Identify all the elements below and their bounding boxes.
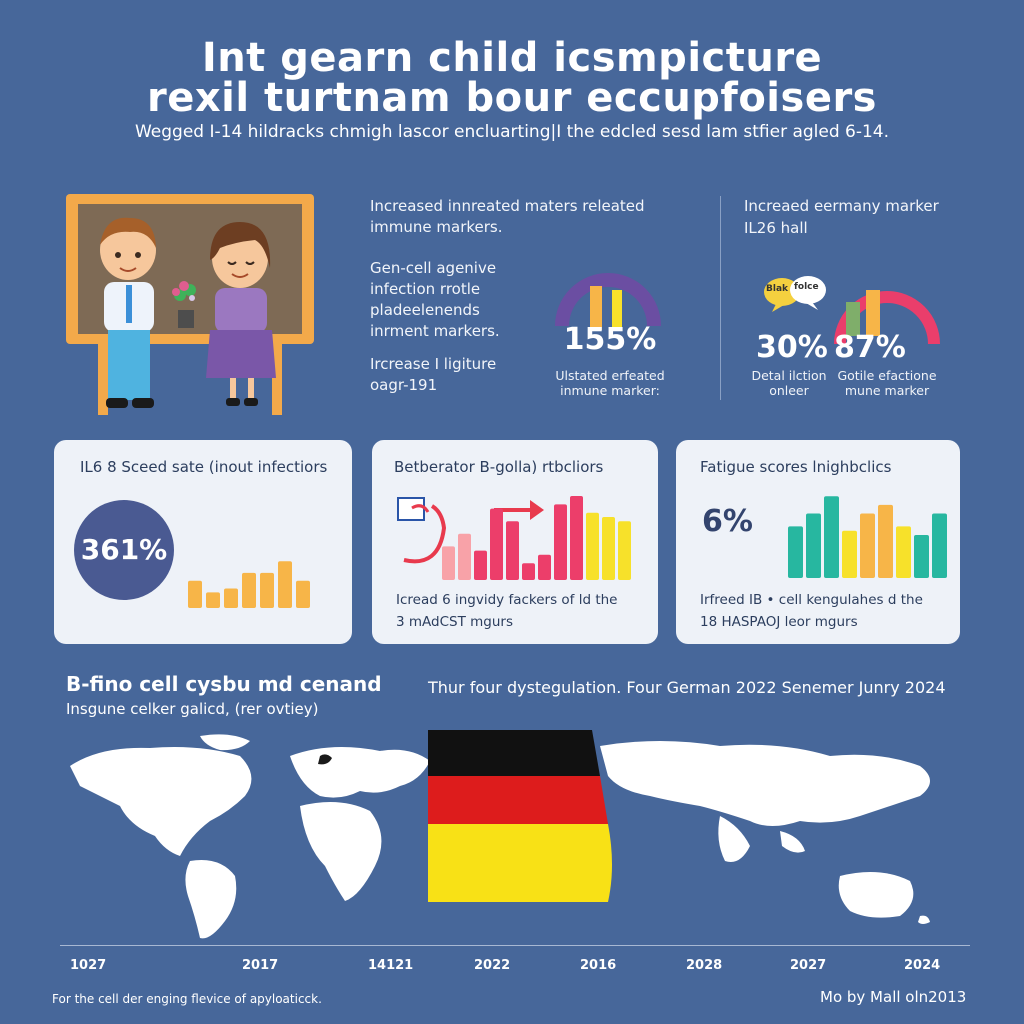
top-right-title: Increaed eermany marker [744,197,939,215]
map-section-subtitle: Insgune celker galicd, (rer ovtiey) [66,700,319,718]
card-fatigue-title: Fatigue scores lnighbclics [700,458,892,476]
caption-87-percent: Gotile efactione mune marker [837,368,937,398]
card-b-cell-bar-chart [442,496,631,580]
bars1-bar-10 [602,517,615,580]
bars2-bar-6 [896,526,911,578]
bars0-bar-2 [224,588,238,608]
bars2-bar-5 [878,504,893,578]
card-b-cell-arrow-icon [397,497,447,564]
card-b-cell-footer-2: 3 mAdCST mgurs [396,614,513,630]
bars1-bar-8 [570,496,583,580]
germany-marker-gauge [832,268,942,358]
bars2-bar-4 [860,513,875,578]
card-b-cell-footer-1: Icread 6 ingvidy fackers of ld the [396,592,618,608]
value-87-percent: 87% [834,330,906,365]
immune-marker-gauge-svg [555,273,661,330]
bars1-bar-6 [538,554,551,580]
bubble-1-text: Blak [766,284,789,294]
speech-bubbles-svg [764,276,826,312]
value-30-percent: 30% [756,330,828,365]
top-middle-para-2: Gen-cell agenive infection rrotle pladee… [370,259,500,340]
bars2-bar-8 [932,513,947,578]
bars1-bar-7 [554,504,567,580]
top-section-divider [720,196,721,400]
axis-label-4: 2022 [474,958,511,973]
bars1-bar-4 [506,521,519,580]
bars2-bar-3 [842,530,857,578]
bars0-bar-6 [296,580,310,608]
card-b-cell-factors: Betberator B-golla) rtbcliors Icread 6 i… [372,440,658,644]
bars2-bar-2 [824,496,839,578]
main-subtitle: Wegged I-14 hildracks chmigh lascor encl… [134,122,890,142]
bars1-bar-5 [522,563,535,580]
world-map [60,726,970,947]
world-map-svg [60,730,970,947]
card-fatigue-bar-chart [788,496,947,578]
card-fatigue-footer-2: 18 HASPAOJ leor mgurs [700,614,858,630]
immune-marker-gauge-value: 155% [563,322,657,357]
axis-label-2: 2017 [242,958,279,973]
axis-label-7: 2027 [790,958,827,973]
axis-label-5: 2016 [580,958,617,973]
axis-label-3: 14121 [368,958,414,973]
bars1-bar-1 [458,533,471,580]
top-middle-para-3: Ircrease I ligiture oagr-191 [370,355,497,394]
bars1-bar-9 [586,512,599,580]
card-il6-title: IL6 8 Sceed sate (inout infectiors [80,458,328,476]
card-b-cell-title: Betberator B-golla) rtbcliors [394,458,604,476]
bars0-bar-4 [260,572,274,608]
map-section-title: B-fino cell cysbu md cenand [66,672,382,696]
immune-marker-gauge-caption: Ulstated erfeated inmune marker: [555,368,665,398]
footer-note: For the cell der enging flevice of apylo… [52,992,322,1006]
bars1-bar-3 [490,508,503,580]
card-fatigue-scores: Fatigue scores lnighbclics 6% Irfreed IB… [676,440,960,644]
card-il6-circle [74,500,174,600]
map-section-headline: Thur four dystegulation. Four German 202… [428,678,946,697]
axis-label-6: 2028 [686,958,723,973]
bars1-bar-0 [442,546,455,580]
bars2-bar-1 [806,513,821,578]
bars0-bar-0 [188,580,202,608]
card-fatigue-footer-1: Irfreed IB • cell kengulahes d the [700,592,923,608]
axis-label-1: 1027 [70,958,107,973]
card-fatigue-pct: 6% [702,504,753,539]
axis-label-8: 2024 [904,958,941,973]
bubble-2-text: folce [794,282,819,292]
speech-bubbles [762,274,832,318]
top-middle-para-1: Increased innreated maters releated immu… [370,197,645,236]
bars0-bar-5 [278,561,292,608]
card-il6-bar-chart [188,561,310,608]
card-il6-infections: IL6 8 Sceed sate (inout infectiors 361% [54,440,352,644]
main-title-line-2: rexil turtnam bour eccupfoisers [147,75,877,121]
bars0-bar-1 [206,592,220,608]
germany-marker-gauge-svg [834,290,940,345]
bars1-bar-2 [474,550,487,580]
bars0-bar-3 [242,572,256,608]
main-title-line-1: Int gearn child icsmpicture [201,35,823,81]
children-illustration [60,190,320,420]
footer-credit: Mo by Mall oln2013 [820,988,967,1006]
bars2-bar-7 [914,535,929,578]
immune-marker-gauge [552,268,664,330]
bars1-bar-11 [618,521,631,580]
caption-30-percent: Detal ilction onleer [751,368,827,398]
top-right-subtitle: IL26 hall [744,219,808,237]
card-il6-circle-value: 361% [80,533,168,566]
bars2-bar-0 [788,526,803,578]
children-illustration-svg [66,194,314,415]
